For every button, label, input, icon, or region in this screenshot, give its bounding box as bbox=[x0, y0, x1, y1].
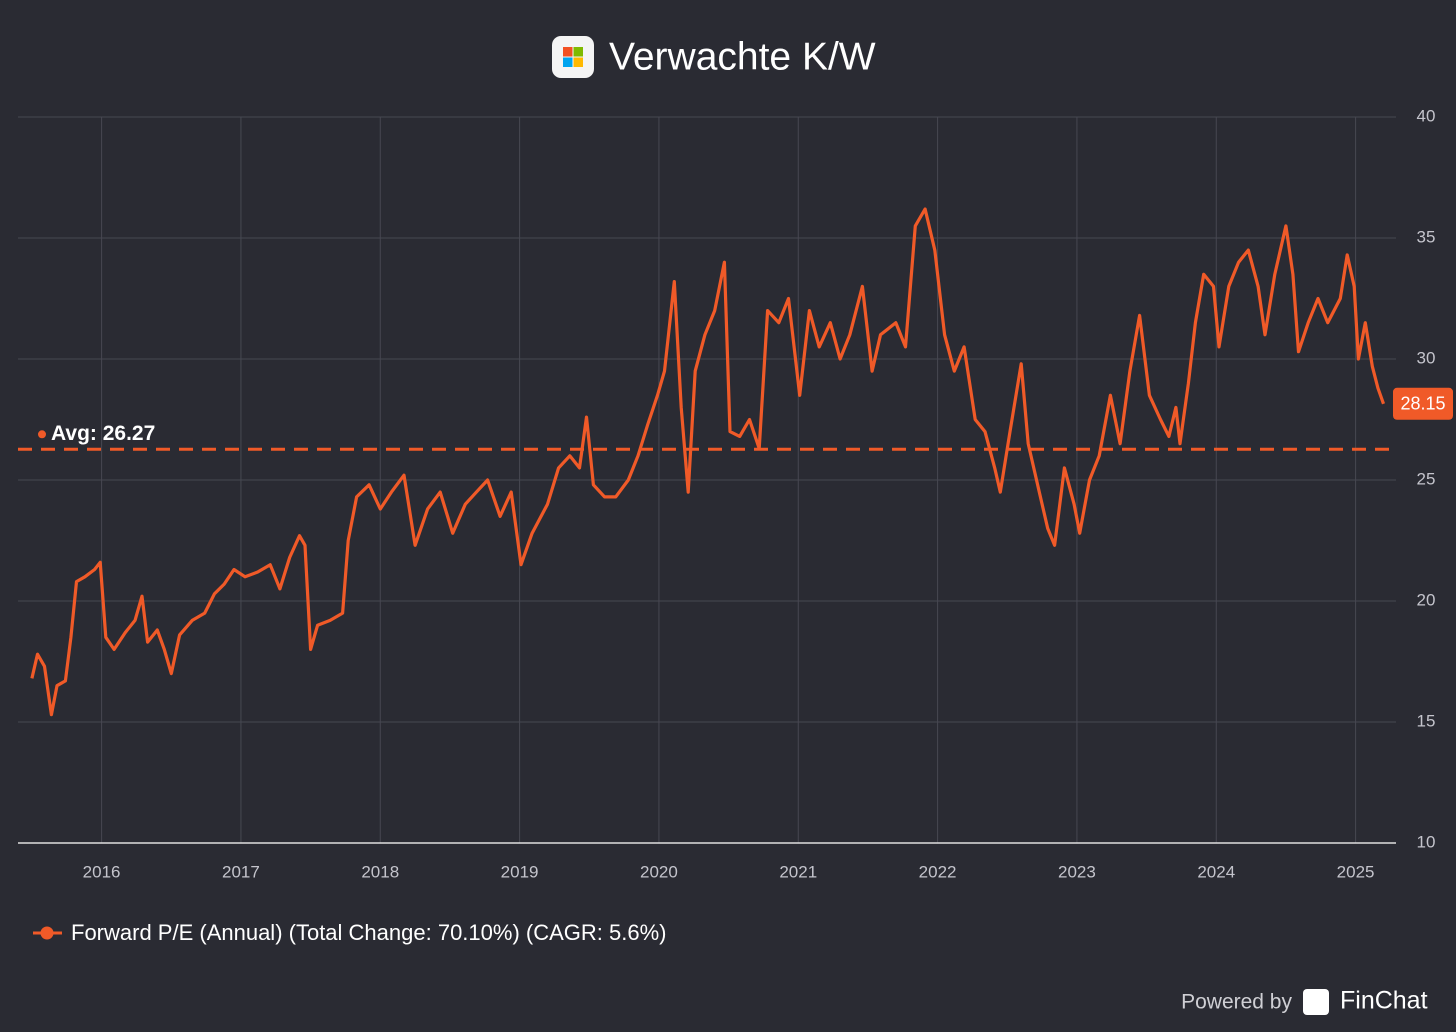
y-tick-label: 35 bbox=[1417, 227, 1436, 246]
y-tick-label: 30 bbox=[1417, 348, 1436, 367]
x-tick-label: 2016 bbox=[83, 862, 121, 881]
x-tick-label: 2021 bbox=[779, 862, 817, 881]
x-tick-label: 2023 bbox=[1058, 862, 1096, 881]
logo-square bbox=[563, 57, 573, 67]
x-tick-label: 2024 bbox=[1197, 862, 1235, 881]
logo bbox=[552, 36, 594, 78]
y-tick-label: 40 bbox=[1417, 106, 1436, 125]
average-dot bbox=[38, 430, 46, 439]
brand: FinChat bbox=[1340, 987, 1428, 1015]
legend-dot bbox=[40, 926, 54, 940]
last-value-label: 28.15 bbox=[1400, 394, 1445, 414]
average-label: Avg: 26.27 bbox=[51, 422, 155, 445]
logo-square bbox=[573, 57, 583, 67]
legend-label: Forward P/E (Annual) (Total Change: 70.1… bbox=[71, 920, 666, 945]
last-value-badge bbox=[1393, 387, 1453, 420]
x-tick-label: 2017 bbox=[222, 862, 260, 881]
data-line bbox=[30, 207, 1386, 717]
x-tick-label: 2018 bbox=[361, 862, 399, 881]
x-tick-label: 2025 bbox=[1337, 862, 1375, 881]
y-tick-label: 25 bbox=[1417, 469, 1436, 488]
y-tick-label: 20 bbox=[1417, 590, 1436, 609]
x-tick-label: 2020 bbox=[640, 862, 678, 881]
y-tick-label: 10 bbox=[1417, 832, 1436, 851]
chart-title: Verwachte K/W bbox=[609, 35, 876, 78]
y-tick-label: 15 bbox=[1417, 711, 1436, 730]
powered-by: Powered by bbox=[1181, 991, 1292, 1014]
logo-square bbox=[573, 47, 583, 57]
x-tick-label: 2019 bbox=[501, 862, 539, 881]
logo-square bbox=[563, 47, 573, 57]
x-tick-label: 2022 bbox=[919, 862, 957, 881]
brand-logo bbox=[1303, 989, 1329, 1015]
